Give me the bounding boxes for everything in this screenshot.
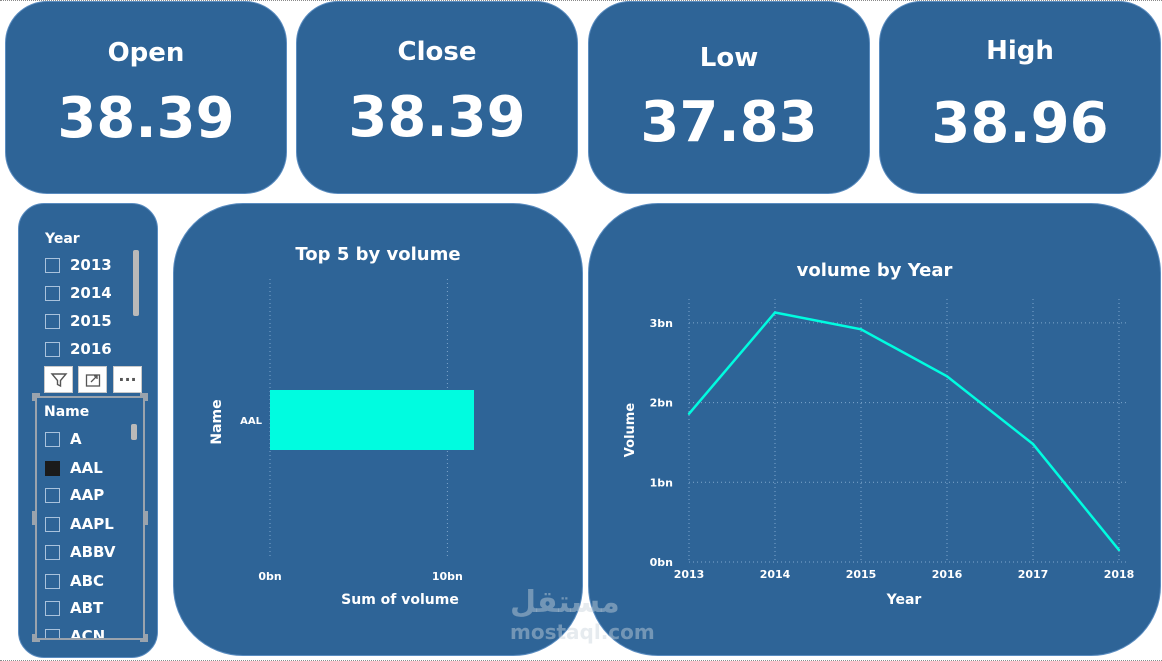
name-slicer-item-label: ABT	[70, 599, 104, 617]
kpi-card-high[interactable]: High 38.96	[879, 1, 1161, 194]
year-slicer-item[interactable]: 2016	[45, 339, 112, 359]
x-tick-label: 2017	[1018, 568, 1049, 581]
checkbox[interactable]	[45, 544, 60, 560]
bar	[270, 390, 474, 450]
chart-title: volume by Year	[796, 260, 953, 281]
resize-handle[interactable]	[32, 634, 40, 642]
checkbox[interactable]	[45, 487, 60, 503]
watermark-logo: مستقل mostaql.com	[510, 585, 655, 644]
resize-handle[interactable]	[145, 511, 148, 525]
name-slicer: Name A AAL AAP AAPL ABBV ABC ABT	[35, 396, 145, 640]
checkbox[interactable]	[45, 600, 60, 616]
chart-title: Top 5 by volume	[295, 244, 461, 265]
kpi-value: 38.39	[348, 85, 526, 150]
y-tick-label: 0bn	[650, 556, 673, 569]
kpi-label: Low	[699, 43, 759, 73]
line-chart: 2013 2014 2015 2016 2017 2018 0bn 1bn 2bn 3bn Year…	[623, 299, 1135, 608]
x-axis-title: Sum of volume	[341, 592, 459, 608]
kpi-label: Close	[397, 37, 477, 67]
x-tick-label: 0bn	[258, 570, 281, 583]
y-tick-label: AAL	[240, 416, 262, 427]
kpi-card-low[interactable]: Low 37.83	[588, 1, 870, 194]
watermark-arabic: مستقل	[510, 585, 620, 620]
y-tick-label: 3bn	[650, 317, 673, 330]
x-tick-label: 2015	[846, 568, 877, 581]
year-slicer-item-label: 2016	[70, 340, 112, 358]
data-point	[773, 311, 777, 314]
name-slicer-item[interactable]: ABT	[45, 598, 103, 618]
kpi-label: High	[986, 36, 1054, 66]
name-slicer-header: Name	[44, 404, 90, 420]
name-slicer-item[interactable]: AAPL	[45, 514, 114, 534]
kpi-card-open[interactable]: Open 38.39	[5, 1, 287, 194]
kpi-value: 37.83	[640, 90, 818, 155]
name-slicer-item-label: ABC	[70, 572, 105, 590]
focus-mode-icon[interactable]	[78, 366, 107, 393]
line-chart-panel[interactable]: volume by Year 2013 2014 2015 2016 2017 2018 0…	[588, 203, 1161, 656]
x-tick-label: 2018	[1104, 568, 1135, 581]
year-slicer-scrollbar[interactable]	[133, 250, 139, 316]
year-slicer-header: Year	[45, 231, 80, 247]
data-point	[859, 328, 863, 331]
name-slicer-item-label: AAPL	[70, 515, 114, 533]
name-slicer-item[interactable]: ABC	[45, 571, 104, 591]
checkbox[interactable]	[45, 341, 60, 357]
data-point	[945, 375, 949, 378]
name-slicer-item[interactable]: ABBV	[45, 542, 115, 562]
checkbox[interactable]	[45, 516, 60, 532]
name-slicer-item-label: ABBV	[70, 543, 116, 561]
checkbox-checked[interactable]	[45, 460, 60, 476]
more-options-icon[interactable]: ···	[113, 366, 142, 393]
data-point	[687, 412, 691, 415]
name-slicer-item[interactable]: A	[45, 429, 82, 449]
name-slicer-list: A AAL AAP AAPL ABBV ABC ABT ACN	[37, 398, 143, 640]
year-slicer-item-label: 2014	[70, 284, 112, 302]
series-line	[688, 311, 1120, 551]
checkbox[interactable]	[45, 431, 60, 447]
data-point	[1117, 548, 1121, 552]
kpi-card-close[interactable]: Close 38.39	[296, 1, 578, 194]
bar-chart-panel[interactable]: Top 5 by volume 0bn 10bn AAL Sum of volume N…	[173, 203, 583, 656]
kpi-value: 38.96	[931, 91, 1109, 156]
name-slicer-item[interactable]: AAL	[45, 458, 103, 478]
year-slicer-item-label: 2013	[70, 256, 112, 274]
x-tick-label: 10bn	[432, 570, 463, 583]
resize-handle[interactable]	[140, 393, 148, 401]
filter-icon[interactable]	[44, 366, 73, 393]
y-axis-title: Volume	[623, 403, 638, 458]
kpi-label: Open	[107, 38, 185, 68]
checkbox[interactable]	[45, 257, 60, 273]
checkbox[interactable]	[45, 285, 60, 301]
resize-handle[interactable]	[32, 511, 35, 525]
watermark-latin: mostaql.com	[510, 620, 655, 644]
bar-chart: 0bn 10bn AAL Sum of volume Name	[209, 279, 474, 608]
year-slicer-item[interactable]: 2014	[45, 283, 112, 303]
name-slicer-item-label: A	[70, 430, 82, 448]
year-slicer-item[interactable]: 2015	[45, 311, 112, 331]
y-tick-label: 1bn	[650, 476, 673, 489]
name-slicer-item-label: AAP	[70, 486, 105, 504]
year-slicer-item-label: 2015	[70, 312, 112, 330]
resize-handle[interactable]	[32, 393, 40, 401]
x-axis-title: Year	[886, 592, 922, 608]
kpi-value: 38.39	[57, 86, 235, 151]
year-slicer-item[interactable]: 2013	[45, 255, 112, 275]
y-axis-title: Name	[209, 399, 225, 444]
name-slicer-scrollbar[interactable]	[131, 424, 137, 440]
y-tick-label: 2bn	[650, 397, 673, 410]
name-slicer-item-label: AAL	[70, 459, 103, 477]
checkbox[interactable]	[45, 573, 60, 589]
name-slicer-item[interactable]: AAP	[45, 485, 104, 505]
name-slicer-item-label: ACN	[70, 627, 106, 640]
x-tick-label: 2014	[760, 568, 791, 581]
name-slicer-item[interactable]: ACN	[45, 626, 106, 640]
data-point	[1031, 442, 1035, 446]
x-tick-label: 2016	[932, 568, 963, 581]
checkbox[interactable]	[45, 313, 60, 329]
resize-handle[interactable]	[140, 634, 148, 642]
x-tick-label: 2013	[674, 568, 705, 581]
checkbox[interactable]	[45, 628, 60, 638]
